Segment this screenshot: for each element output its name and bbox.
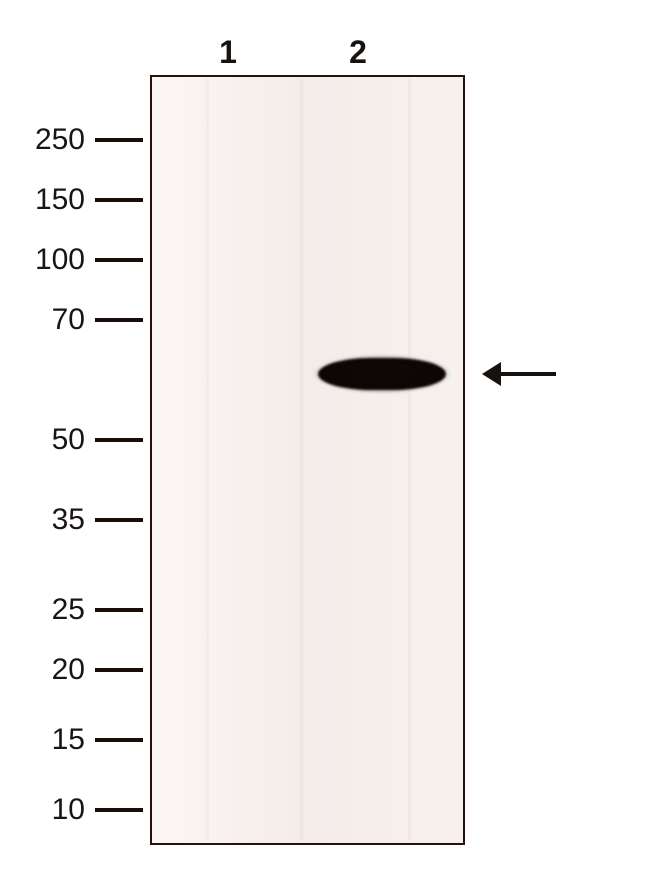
mw-tick-50 xyxy=(95,438,143,442)
mw-label-35: 35 xyxy=(0,503,85,537)
mw-label-150: 150 xyxy=(0,183,85,217)
mw-tick-70 xyxy=(95,318,143,322)
mw-tick-15 xyxy=(95,738,143,742)
western-blot-figure: 1 2 250 150 100 70 50 35 25 20 15 10 xyxy=(0,0,650,870)
mw-tick-250 xyxy=(95,138,143,142)
mw-label-10: 10 xyxy=(0,793,85,827)
mw-label-250: 250 xyxy=(0,123,85,157)
mw-label-70: 70 xyxy=(0,303,85,337)
membrane-streak xyxy=(408,78,411,840)
mw-label-25: 25 xyxy=(0,593,85,627)
protein-band-lane-2 xyxy=(318,358,446,390)
mw-label-15: 15 xyxy=(0,723,85,757)
blot-membrane xyxy=(150,75,465,845)
membrane-streak xyxy=(206,78,209,840)
lane-label-2: 2 xyxy=(338,34,378,71)
mw-label-100: 100 xyxy=(0,243,85,277)
mw-label-20: 20 xyxy=(0,653,85,687)
mw-tick-25 xyxy=(95,608,143,612)
mw-tick-150 xyxy=(95,198,143,202)
mw-tick-10 xyxy=(95,808,143,812)
lane-label-1: 1 xyxy=(208,34,248,71)
arrow-shaft xyxy=(498,372,556,376)
membrane-streak xyxy=(300,78,303,840)
mw-label-50: 50 xyxy=(0,423,85,457)
mw-tick-35 xyxy=(95,518,143,522)
mw-tick-20 xyxy=(95,668,143,672)
mw-tick-100 xyxy=(95,258,143,262)
